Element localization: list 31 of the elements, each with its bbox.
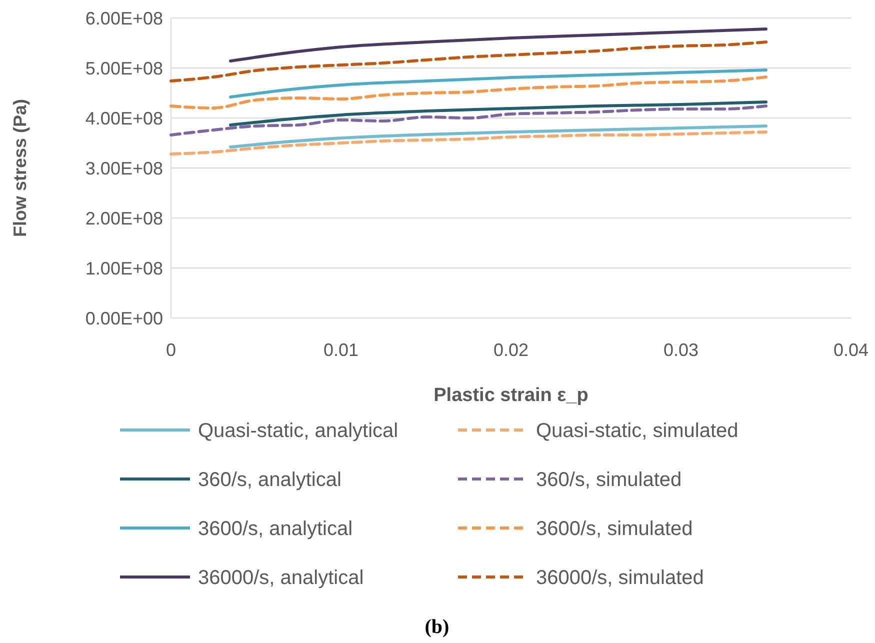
x-tick-label: 0	[166, 340, 176, 360]
line-series	[229, 68, 768, 98]
x-tick-label: 0.04	[833, 340, 869, 360]
legend-label: 360/s, simulated	[536, 469, 682, 491]
line-series	[229, 100, 768, 126]
x-tick-label: 0.03	[663, 340, 699, 360]
y-axis-title: Flow stress (Pa)	[10, 98, 30, 238]
y-tick-label: 0.00E+00	[85, 308, 163, 328]
x-tick-label: 0.02	[493, 340, 529, 360]
y-tick-label: 6.00E+08	[85, 8, 163, 28]
line-series	[170, 104, 768, 136]
line-series	[170, 40, 768, 82]
line-series	[229, 124, 768, 148]
y-tick-label: 3.00E+08	[85, 158, 163, 178]
legend-label: 36000/s, analytical	[198, 567, 364, 589]
x-tick-label: 0.01	[323, 340, 359, 360]
line-series	[229, 28, 768, 62]
text: (b)	[424, 616, 450, 638]
line-series	[170, 130, 768, 156]
x-axis-title: Plastic strain ε_p	[434, 385, 588, 406]
y-tick-label: 2.00E+08	[85, 208, 163, 228]
legend-label: 3600/s, analytical	[198, 518, 353, 540]
legend-label: Quasi-static, analytical	[198, 420, 398, 442]
y-tick-label: 5.00E+08	[85, 58, 163, 78]
legend-label: 360/s, analytical	[198, 469, 342, 491]
legend-label: 3600/s, simulated	[536, 518, 693, 540]
line-series	[170, 76, 768, 110]
y-tick-label: 1.00E+08	[85, 258, 163, 278]
legend-label: Quasi-static, simulated	[536, 420, 738, 442]
y-tick-label: 4.00E+08	[85, 108, 163, 128]
legend-label: 36000/s, simulated	[536, 567, 704, 589]
